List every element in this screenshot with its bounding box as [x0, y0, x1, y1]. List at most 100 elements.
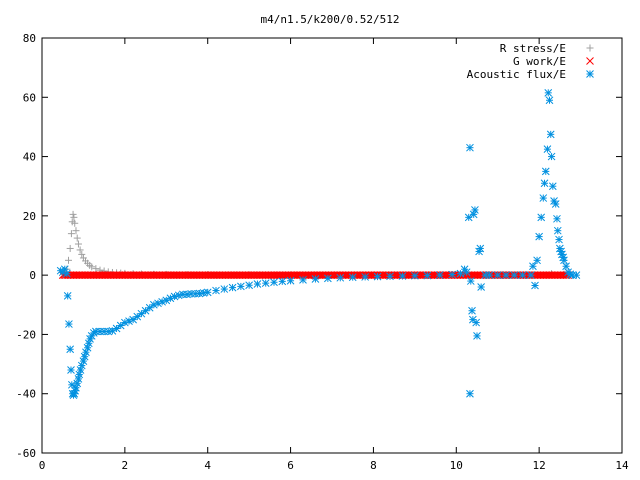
data-point [72, 227, 80, 235]
legend-marker [586, 57, 594, 65]
data-point [133, 312, 142, 321]
data-point [79, 357, 88, 365]
data-point [220, 285, 229, 293]
data-point [137, 309, 146, 318]
y-tick-label: -20 [16, 328, 36, 341]
data-point [212, 286, 220, 295]
y-tick-label: 20 [23, 210, 36, 223]
data-point [88, 263, 96, 271]
data-point [476, 244, 485, 253]
data-point [435, 271, 444, 279]
legend-label: Acoustic flux/E [467, 68, 566, 81]
data-point [73, 379, 82, 388]
data-point [423, 271, 432, 280]
data-point [560, 256, 568, 265]
data-point [361, 273, 369, 281]
data-point [237, 282, 245, 291]
legend-label: R stress/E [500, 42, 566, 55]
data-point [67, 366, 75, 374]
data-point [92, 265, 100, 273]
data-point [348, 273, 357, 282]
data-point [546, 130, 555, 139]
data-point [299, 276, 307, 284]
data-point [145, 303, 154, 312]
data-point [547, 152, 556, 161]
x-tick-label: 6 [287, 459, 294, 472]
data-point [261, 279, 270, 287]
data-point [311, 275, 320, 283]
data-point [535, 232, 543, 241]
data-point [71, 219, 79, 227]
data-point [551, 200, 560, 208]
data-point [448, 270, 456, 279]
data-point [527, 271, 535, 279]
data-point [502, 271, 510, 279]
legend-label: G work/E [513, 55, 566, 68]
data-point [116, 321, 125, 330]
data-point [468, 306, 476, 315]
data-point [529, 262, 537, 271]
x-tick-label: 0 [39, 459, 46, 472]
x-tick-label: 4 [204, 459, 211, 472]
data-point [69, 210, 77, 218]
data-point [485, 271, 494, 279]
data-point [67, 380, 76, 389]
data-point [76, 366, 85, 374]
data-point [373, 272, 382, 281]
data-point [73, 234, 81, 242]
data-point [539, 194, 548, 202]
data-point [466, 143, 474, 152]
data-point [65, 256, 73, 264]
y-tick-label: 0 [29, 269, 36, 282]
data-point [537, 213, 546, 222]
data-point [471, 206, 479, 214]
data-point [76, 246, 84, 254]
series-2 [56, 88, 581, 400]
data-point [112, 324, 121, 333]
data-point [324, 274, 332, 283]
data-point [278, 277, 287, 286]
data-point [270, 278, 278, 287]
data-point [548, 182, 557, 191]
data-point [540, 179, 549, 188]
data-point [510, 271, 519, 279]
data-point [83, 343, 92, 352]
data-point [544, 88, 553, 97]
data-point [562, 262, 570, 271]
data-point [553, 214, 561, 223]
data-point [65, 320, 73, 328]
data-point [469, 210, 478, 219]
data-point [141, 306, 150, 315]
data-point [66, 345, 75, 354]
x-tick-label: 12 [533, 459, 546, 472]
data-point [477, 283, 485, 291]
x-tick-label: 8 [370, 459, 377, 472]
data-point [472, 318, 481, 327]
data-point [245, 281, 253, 290]
data-point [72, 383, 80, 392]
data-point [398, 272, 407, 280]
data-point [203, 288, 212, 297]
data-point [543, 145, 552, 154]
y-tick-label: 60 [23, 91, 36, 104]
data-point [493, 271, 502, 279]
y-tick-label: 80 [23, 32, 36, 45]
data-point [67, 230, 75, 238]
data-point [466, 277, 475, 285]
x-tick-label: 2 [122, 459, 129, 472]
series-0 [61, 210, 568, 279]
data-point [531, 281, 539, 290]
x-tick-label: 10 [450, 459, 463, 472]
data-point [572, 271, 581, 279]
legend-marker [586, 44, 594, 52]
chart-title: m4/n1.5/k200/0.52/512 [260, 13, 399, 26]
y-tick-label: 40 [23, 151, 36, 164]
plot-frame [41, 37, 623, 454]
series-layer [56, 88, 581, 400]
data-point [518, 271, 527, 279]
data-point [553, 226, 562, 235]
data-point [174, 291, 183, 300]
data-point [74, 240, 82, 248]
data-point [129, 315, 137, 324]
